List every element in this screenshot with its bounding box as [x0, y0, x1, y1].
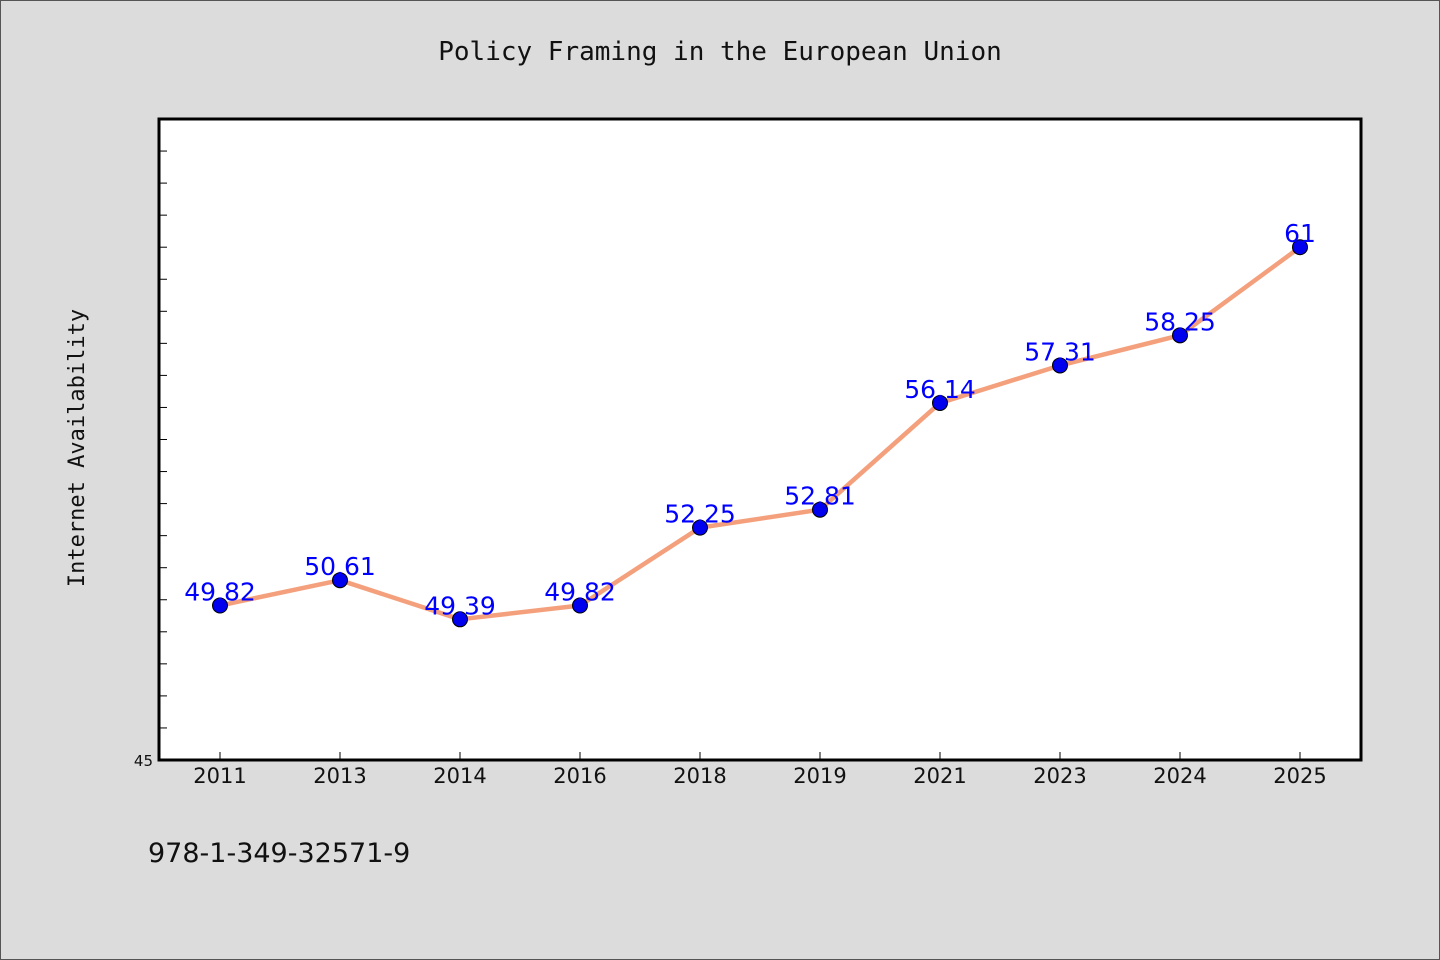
data-label: 52.25: [664, 500, 736, 529]
data-label: 49.39: [424, 591, 496, 620]
x-axis-ticks: 2011 2013 2014 2016 2018 2019 2021 2023 2024 2025: [193, 752, 1327, 788]
y-axis-ticks: 45: [134, 150, 167, 770]
data-point: [692, 519, 708, 536]
x-tick-label: 2018: [673, 764, 726, 788]
data-point: [1052, 357, 1068, 374]
data-point: [1292, 239, 1308, 256]
data-point: [1172, 327, 1188, 344]
data-point: [332, 572, 348, 589]
x-tick-label: 2013: [313, 764, 366, 788]
data-point: [932, 394, 948, 411]
x-tick-label: 2024: [1153, 764, 1206, 788]
x-tick-label: 2025: [1273, 764, 1326, 788]
data-label: 61: [1284, 219, 1316, 248]
plot-area: [157, 117, 1363, 762]
y-axis-label: Internet Availability: [65, 309, 90, 587]
x-tick-label: 2019: [793, 764, 846, 788]
series-line: [219, 245, 1302, 622]
x-tick-label: 2014: [433, 764, 486, 788]
y-tick-label: 45: [134, 752, 153, 770]
data-label: 57.31: [1024, 337, 1096, 366]
data-label: 58.25: [1144, 307, 1216, 336]
x-tick-label: 2016: [553, 764, 606, 788]
series-layer: 49.82 50.61 49.39 49.82 52.25 52.81 56.14 57.31…: [184, 219, 1316, 628]
data-point: [812, 501, 828, 518]
data-label: 49.82: [184, 578, 256, 607]
x-tick-label: 2023: [1033, 764, 1086, 788]
data-point: [212, 597, 228, 614]
data-label: 52.81: [784, 482, 856, 511]
x-tick-label: 2011: [193, 764, 246, 788]
isbn-annotation: 978-1-349-32571-9: [148, 838, 410, 869]
data-point: [452, 611, 468, 628]
data-label: 56.14: [904, 375, 976, 404]
data-point: [572, 597, 588, 614]
data-label: 49.82: [544, 578, 616, 607]
data-label: 50.61: [304, 552, 376, 581]
x-tick-label: 2021: [913, 764, 966, 788]
chart-title: Policy Framing in the European Union: [438, 37, 1002, 67]
